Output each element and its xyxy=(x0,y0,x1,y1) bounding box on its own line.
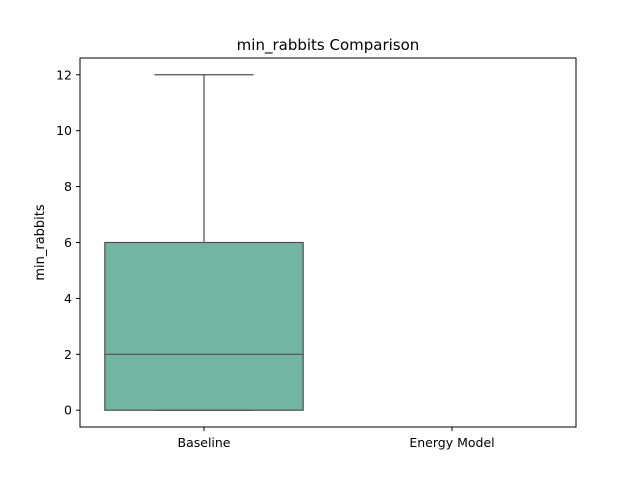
y-tick-label: 12 xyxy=(56,67,72,82)
y-axis-label: min_rabbits xyxy=(33,204,48,281)
x-tick-label: Baseline xyxy=(178,435,231,450)
box-baseline xyxy=(104,74,304,411)
y-tick-label: 6 xyxy=(64,235,72,250)
y-axis: 0 2 4 6 8 10 12 xyxy=(56,67,80,418)
y-tick-label: 8 xyxy=(64,179,72,194)
y-tick-label: 0 xyxy=(64,403,72,418)
y-tick-label: 10 xyxy=(56,123,72,138)
iqr-box xyxy=(104,241,304,411)
chart-title: min_rabbits Comparison xyxy=(237,36,420,55)
y-tick-label: 2 xyxy=(64,347,72,362)
x-axis: Baseline Energy Model xyxy=(178,427,495,450)
y-tick-label: 4 xyxy=(64,291,72,306)
x-tick-label: Energy Model xyxy=(409,435,494,450)
plot-layer xyxy=(104,74,304,411)
